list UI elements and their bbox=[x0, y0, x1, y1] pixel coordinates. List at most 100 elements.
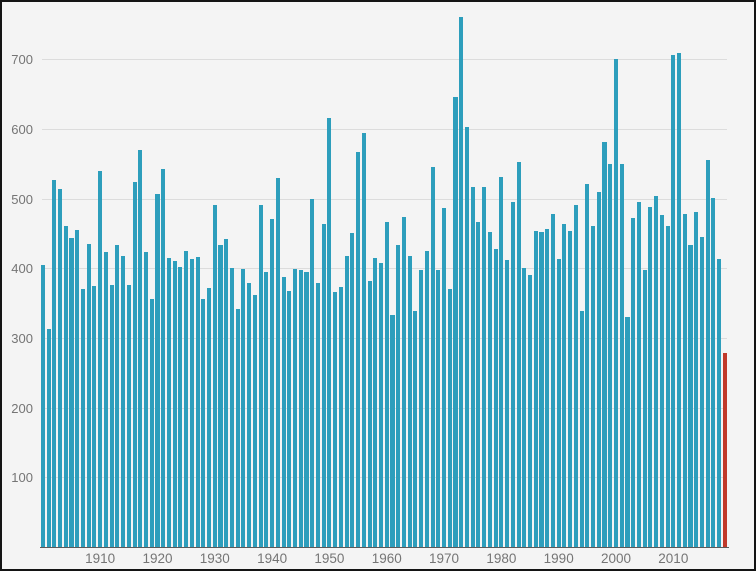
bar bbox=[373, 257, 378, 547]
gridline bbox=[42, 59, 727, 61]
bar bbox=[166, 258, 171, 547]
bar bbox=[533, 231, 538, 547]
bar bbox=[92, 285, 97, 547]
bar bbox=[172, 260, 177, 547]
bar bbox=[218, 244, 223, 547]
bar bbox=[338, 287, 343, 547]
bar bbox=[304, 271, 309, 547]
bar bbox=[75, 229, 80, 547]
x-axis-tick-label: 1990 bbox=[543, 551, 574, 566]
bar bbox=[270, 218, 275, 547]
bar bbox=[258, 205, 263, 547]
bar bbox=[207, 288, 212, 547]
bar bbox=[464, 127, 470, 547]
bar bbox=[350, 233, 355, 547]
bar bbox=[447, 289, 452, 547]
bar bbox=[585, 183, 590, 547]
bar bbox=[235, 308, 240, 547]
gridline bbox=[42, 268, 727, 270]
bar bbox=[292, 268, 298, 547]
bar bbox=[545, 229, 550, 547]
bar bbox=[115, 244, 120, 547]
bar bbox=[155, 193, 160, 547]
bar bbox=[619, 164, 624, 547]
bar bbox=[510, 201, 515, 547]
bar bbox=[264, 272, 269, 547]
bar bbox=[613, 59, 619, 547]
y-axis-tick-label: 200 bbox=[11, 400, 33, 416]
bar bbox=[229, 268, 235, 547]
bar bbox=[138, 149, 143, 547]
gridline bbox=[42, 407, 727, 409]
x-axis-tick-label: 1980 bbox=[486, 551, 517, 566]
bar bbox=[470, 187, 475, 547]
bar bbox=[361, 132, 366, 547]
bar bbox=[682, 213, 687, 547]
bar bbox=[310, 198, 315, 547]
bar bbox=[654, 195, 659, 547]
bar bbox=[315, 282, 320, 547]
x-axis-tick-label: 2000 bbox=[600, 551, 632, 566]
bar bbox=[46, 328, 51, 547]
bar bbox=[677, 52, 682, 547]
bar bbox=[699, 236, 705, 547]
gridline bbox=[42, 128, 727, 130]
bar bbox=[665, 226, 670, 547]
bar bbox=[247, 282, 252, 547]
y-axis-tick-label: 700 bbox=[11, 52, 33, 68]
bar bbox=[539, 231, 544, 547]
bar bbox=[505, 259, 510, 547]
bar bbox=[522, 267, 527, 547]
bar bbox=[184, 251, 189, 547]
bar bbox=[705, 160, 710, 547]
bar bbox=[625, 316, 630, 547]
bar bbox=[356, 151, 361, 547]
bar bbox=[327, 118, 332, 547]
bar bbox=[321, 223, 326, 547]
bar bbox=[631, 218, 636, 547]
y-axis-tick-label: 300 bbox=[11, 330, 33, 346]
x-axis-line bbox=[40, 547, 729, 548]
y-axis-tick-label: 500 bbox=[11, 191, 33, 207]
bar bbox=[711, 197, 716, 547]
bar bbox=[149, 298, 154, 547]
bar bbox=[671, 54, 676, 547]
bar bbox=[424, 251, 429, 547]
bar bbox=[642, 270, 647, 547]
bar bbox=[69, 238, 74, 547]
bar bbox=[573, 205, 578, 547]
x-axis-tick-label: 2010 bbox=[658, 551, 689, 566]
bar bbox=[224, 238, 229, 547]
bar bbox=[717, 259, 722, 547]
bar bbox=[562, 223, 567, 547]
bar bbox=[487, 231, 492, 547]
bar bbox=[126, 284, 131, 547]
bar bbox=[442, 208, 447, 547]
y-axis-tick-label: 100 bbox=[11, 470, 33, 486]
bar bbox=[499, 176, 504, 547]
bar bbox=[201, 298, 206, 547]
bar bbox=[407, 255, 412, 547]
bar bbox=[63, 226, 68, 547]
bar bbox=[103, 252, 108, 547]
bar bbox=[516, 161, 521, 547]
bar bbox=[493, 248, 498, 547]
bar bbox=[396, 245, 401, 547]
bar bbox=[453, 96, 458, 547]
bar bbox=[344, 255, 349, 547]
bar bbox=[688, 245, 693, 547]
bar bbox=[550, 213, 555, 547]
bar bbox=[195, 257, 200, 547]
x-axis-tick-label: 1940 bbox=[257, 551, 288, 566]
x-axis-tick-label: 1960 bbox=[371, 551, 402, 566]
gridline bbox=[42, 337, 727, 339]
bar bbox=[659, 214, 664, 547]
bar bbox=[648, 206, 653, 547]
x-axis-tick-label: 1950 bbox=[314, 551, 345, 566]
bar bbox=[132, 182, 137, 547]
x-axis-tick-label: 1920 bbox=[142, 551, 173, 566]
bar bbox=[98, 170, 103, 547]
bar bbox=[401, 216, 406, 547]
